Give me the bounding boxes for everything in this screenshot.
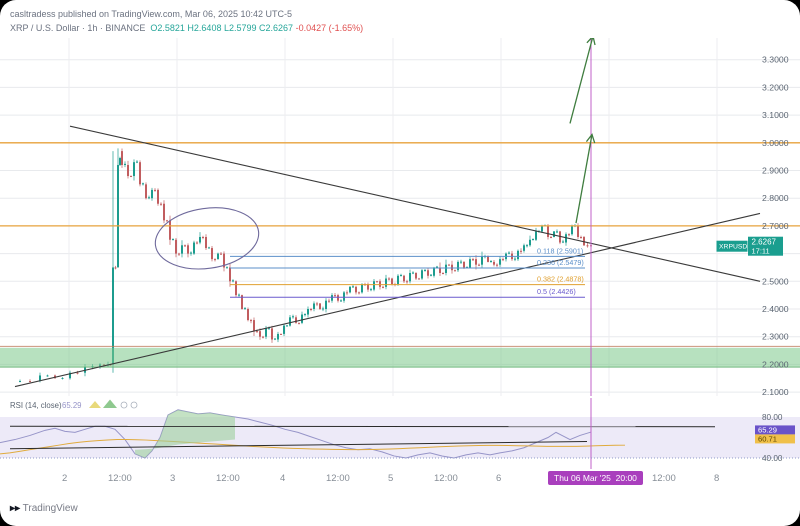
svg-text:2.2000: 2.2000 xyxy=(762,359,789,369)
svg-text:80.00: 80.00 xyxy=(762,413,783,422)
svg-text:2.1000: 2.1000 xyxy=(762,387,789,396)
svg-text:3.1000: 3.1000 xyxy=(762,110,789,120)
svg-text:2.5000: 2.5000 xyxy=(762,276,789,286)
svg-text:40.00: 40.00 xyxy=(762,454,783,463)
svg-text:60.71: 60.71 xyxy=(758,434,777,443)
svg-text:0.5 (2.4426): 0.5 (2.4426) xyxy=(537,287,576,296)
svg-text:0.382 (2.4878): 0.382 (2.4878) xyxy=(537,275,584,284)
svg-text:3.2000: 3.2000 xyxy=(762,82,789,92)
svg-text:3.3000: 3.3000 xyxy=(762,55,789,65)
svg-text:XRPUSD: XRPUSD xyxy=(719,243,747,250)
svg-text:17:11: 17:11 xyxy=(752,247,770,256)
svg-text:65.29: 65.29 xyxy=(62,401,82,410)
svg-text:65.29: 65.29 xyxy=(758,425,777,434)
svg-text:2.7000: 2.7000 xyxy=(762,221,789,231)
svg-text:RSI (14, close): RSI (14, close) xyxy=(10,401,62,410)
svg-text:0.118 (2.5901): 0.118 (2.5901) xyxy=(537,246,583,255)
svg-text:2.3000: 2.3000 xyxy=(762,332,789,342)
svg-text:2.9000: 2.9000 xyxy=(762,166,789,176)
svg-text:0.236 (2.5479): 0.236 (2.5479) xyxy=(537,258,584,267)
svg-text:3.0000: 3.0000 xyxy=(762,138,789,148)
svg-text:2.6267: 2.6267 xyxy=(752,238,777,247)
svg-text:2.4000: 2.4000 xyxy=(762,304,789,314)
svg-text:2.8000: 2.8000 xyxy=(762,193,789,203)
